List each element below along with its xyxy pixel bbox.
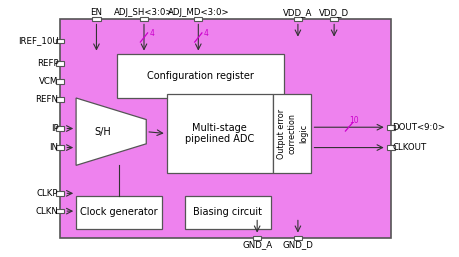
Bar: [60, 19, 390, 238]
Polygon shape: [76, 98, 146, 165]
Text: 10: 10: [348, 116, 358, 125]
Text: VDD_D: VDD_D: [319, 8, 348, 17]
Bar: [56, 97, 64, 102]
Bar: [92, 17, 101, 22]
Text: REFP: REFP: [37, 59, 58, 68]
Text: S/H: S/H: [94, 127, 111, 137]
Text: CLKP: CLKP: [37, 189, 58, 198]
Bar: [330, 17, 337, 22]
Text: CLKOUT: CLKOUT: [392, 143, 426, 152]
Text: DOUT<9:0>: DOUT<9:0>: [392, 123, 445, 132]
Bar: [56, 145, 64, 150]
Text: VDD_A: VDD_A: [283, 8, 312, 17]
Bar: [252, 235, 261, 240]
Bar: [56, 61, 64, 66]
Bar: [293, 17, 301, 22]
Bar: [386, 125, 394, 130]
Text: Configuration register: Configuration register: [147, 71, 253, 81]
Bar: [56, 39, 64, 43]
Bar: [273, 94, 311, 173]
Bar: [76, 196, 162, 229]
Bar: [56, 126, 64, 131]
Text: IP: IP: [50, 124, 58, 133]
Bar: [56, 209, 64, 213]
Bar: [140, 17, 148, 22]
Text: REFN: REFN: [35, 95, 58, 104]
Text: ADJ_SH<3:0>: ADJ_SH<3:0>: [114, 8, 174, 17]
Text: GND_A: GND_A: [241, 240, 272, 249]
Text: GND_D: GND_D: [282, 240, 313, 249]
Text: Clock generator: Clock generator: [80, 207, 157, 217]
Text: EN: EN: [90, 8, 102, 17]
Text: Biasing circuit: Biasing circuit: [193, 207, 262, 217]
Bar: [185, 196, 270, 229]
Bar: [293, 235, 301, 240]
Bar: [56, 191, 64, 196]
Text: Output error
correction
logic: Output error correction logic: [276, 108, 307, 159]
Text: VCM: VCM: [39, 77, 58, 86]
Text: 4: 4: [203, 29, 208, 38]
Text: 4: 4: [149, 29, 154, 38]
Text: CLKN: CLKN: [35, 207, 58, 216]
Text: IN: IN: [49, 143, 58, 152]
Bar: [194, 17, 202, 22]
Text: IREF_10U: IREF_10U: [17, 36, 58, 45]
Bar: [166, 94, 273, 173]
Bar: [56, 79, 64, 84]
Text: Multi-stage
pipelined ADC: Multi-stage pipelined ADC: [185, 123, 254, 144]
Text: ADJ_MD<3:0>: ADJ_MD<3:0>: [167, 8, 229, 17]
Bar: [386, 145, 394, 150]
Bar: [117, 53, 284, 98]
